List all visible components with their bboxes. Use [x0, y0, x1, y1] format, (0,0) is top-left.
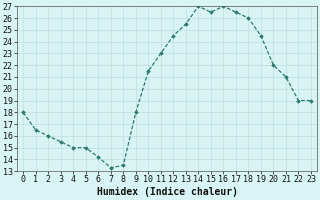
X-axis label: Humidex (Indice chaleur): Humidex (Indice chaleur): [97, 187, 237, 197]
